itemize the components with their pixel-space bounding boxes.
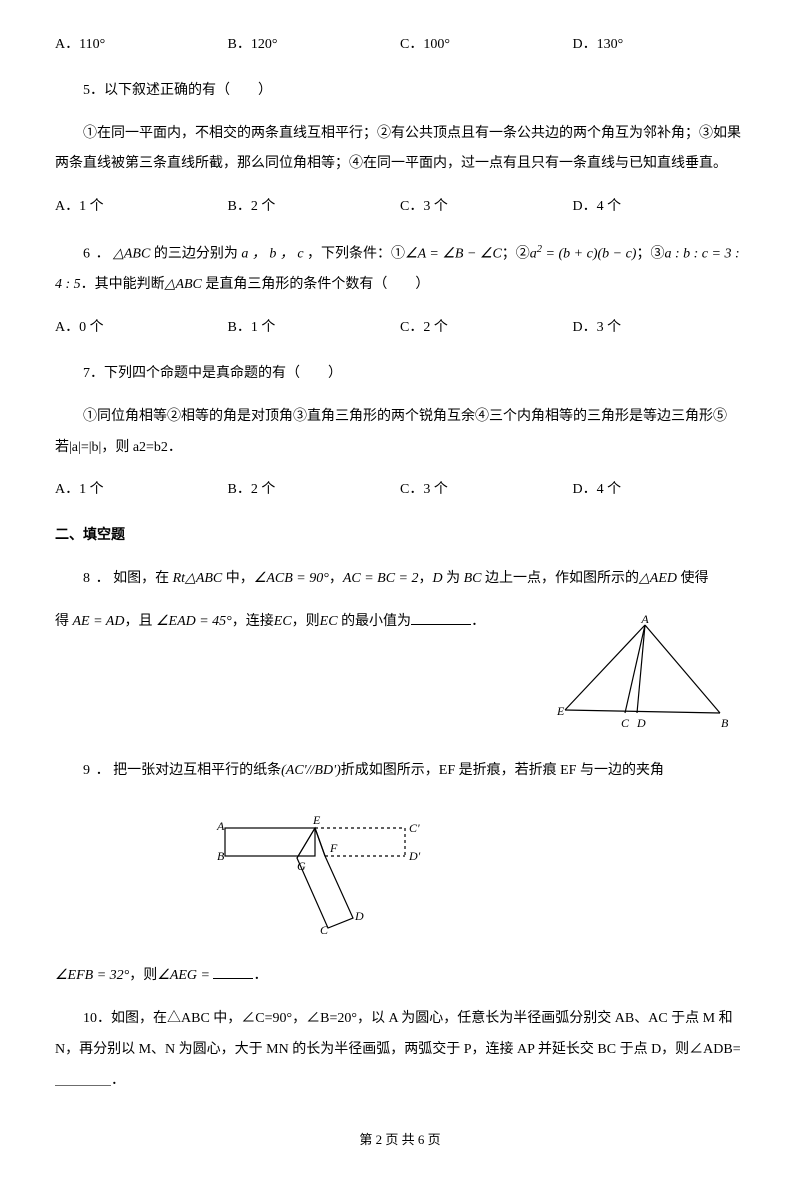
fig8-A: A [640, 615, 649, 626]
fig9-Cp: C' [409, 821, 420, 835]
fig8-C: C [621, 716, 630, 730]
fig9-F: F [329, 841, 338, 855]
q6-p1: 的三边分别为 [150, 247, 241, 262]
q8-p4: 边上一点，作如图所示的 [482, 571, 640, 586]
q8-p3: 为 [443, 571, 464, 586]
q5-c: C．3 个 [400, 192, 573, 223]
q6-c2-lhs: a [530, 247, 537, 262]
q4-options: A．110° B．120° C．100° D．130° [55, 30, 745, 61]
q5-a: A．1 个 [55, 192, 228, 223]
q4-a: A．110° [55, 30, 228, 61]
q8-c1: ， [329, 571, 343, 586]
q9-blank [213, 965, 253, 979]
fig9-A: A [216, 819, 225, 833]
q9-figure: A B E F G C' D' D C [205, 808, 435, 951]
fig9-C: C [320, 923, 329, 937]
q8-p7: ，连接 [232, 614, 274, 629]
q7-b: B．2 个 [228, 475, 401, 506]
q8-acbc: AC = BC = 2 [343, 571, 419, 586]
q9-num: 9 [83, 763, 96, 778]
q7-a: A．1 个 [55, 475, 228, 506]
q4-c: C．100° [400, 30, 573, 61]
fig9-D: D [354, 909, 364, 923]
q8-aead: AE = AD [73, 614, 125, 629]
q7-title: 7．下列四个命题中是真命题的有（ ） [55, 359, 745, 390]
q6-c1: ∠A = ∠B − ∠C [405, 247, 502, 262]
q6-dot: ． [96, 247, 110, 262]
q4-d: D．130° [573, 30, 746, 61]
q6-s2: ；③ [636, 247, 664, 262]
q9-dot: ． [96, 763, 110, 778]
q8-ead: ∠EAD = 45° [156, 614, 232, 629]
q6-abc: a ， b ， c [241, 247, 307, 262]
q8-p1: 如图，在 [110, 571, 173, 586]
q6-tri1: △ABC [113, 247, 150, 262]
fig8-D: D [636, 716, 646, 730]
q6-a: A．0 个 [55, 313, 228, 344]
q8-p10: ． [471, 614, 485, 629]
q6-num: 6 [83, 247, 96, 262]
q8-d: D [433, 571, 443, 586]
q8-p9: 的最小值为 [338, 614, 412, 629]
page-footer: 第 2 页 共 6 页 [55, 1126, 745, 1155]
q6-p2: ，下列条件：① [307, 247, 405, 262]
q6-c: C．2 个 [400, 313, 573, 344]
q7-body: ①同位角相等②相等的角是对顶角③直角三角形的两个锐角互余④三个内角相等的三角形是… [55, 402, 745, 464]
q5-title: 5．以下叙述正确的有（ ） [55, 76, 745, 107]
q8-c2: ， [419, 571, 433, 586]
q5-d: D．4 个 [573, 192, 746, 223]
q6-options: A．0 个 B．1 个 C．2 个 D．3 个 [55, 313, 745, 344]
q8-figure: A E C D B [545, 615, 735, 748]
q6-p3: ．其中能判断 [81, 277, 165, 292]
q6-paren: （ ） [373, 277, 429, 292]
q5-b: B．2 个 [228, 192, 401, 223]
q8-p2: 中， [222, 571, 254, 586]
q8-line1: 8． 如图，在 Rt△ABC 中，∠ACB = 90°，AC = BC = 2，… [55, 564, 745, 595]
q6-c2-rhs: = (b + c)(b − c) [542, 247, 636, 262]
q9-p4: ． [253, 968, 267, 983]
q9-p2: 折成如图所示，EF 是折痕，若折痕 EF 与一边的夹角 [341, 763, 664, 778]
q5-body: ①在同一平面内，不相交的两条直线互相平行；②有公共顶点且有一条公共边的两个角互为… [55, 119, 745, 181]
fig9-B: B [217, 849, 225, 863]
q6-p4: 是直角三角形的条件个数有 [202, 277, 374, 292]
q9-aeg: ∠AEG = [157, 968, 213, 983]
q9-line1: 9． 把一张对边互相平行的纸条(AC'//BD')折成如图所示，EF 是折痕，若… [55, 756, 745, 787]
q8-dot: ． [96, 571, 110, 586]
q8-p8: ，则 [292, 614, 320, 629]
q6-b: B．1 个 [228, 313, 401, 344]
q8-bc: BC [464, 571, 482, 586]
q8-ec: EC [274, 614, 292, 629]
q8-blank [411, 611, 471, 625]
q8-num: 8 [83, 571, 96, 586]
q6-body: 6． △ABC 的三边分别为 a ， b ， c ，下列条件：①∠A = ∠B … [55, 238, 745, 301]
q7-d: D．4 个 [573, 475, 746, 506]
q7-c: C．3 个 [400, 475, 573, 506]
q8-ec2: EC [320, 614, 338, 629]
q6-s1: ；② [502, 247, 530, 262]
q9-line2: ∠EFB = 32°，则∠AEG = ． [55, 961, 745, 992]
fig8-B: B [721, 716, 729, 730]
q8-p5b: 得 [55, 614, 73, 629]
q8-rt: Rt△ABC [173, 571, 223, 586]
fig9-G: G [297, 859, 306, 873]
q8-p6: ，且 [124, 614, 156, 629]
section-2-title: 二、填空题 [55, 521, 745, 552]
q6-tri2: △ABC [165, 277, 202, 292]
q6-d: D．3 个 [573, 313, 746, 344]
q9-p1: 把一张对边互相平行的纸条 [110, 763, 282, 778]
q8-container: 8． 如图，在 Rt△ABC 中，∠ACB = 90°，AC = BC = 2，… [55, 564, 745, 756]
q9-p3: ，则 [129, 968, 157, 983]
q9-paren: (AC'//BD') [281, 763, 341, 778]
fig8-E: E [556, 704, 565, 718]
q10-body: 10．如图，在△ABC 中，∠C=90°，∠B=20°，以 A 为圆心，任意长为… [55, 1004, 745, 1096]
q5-options: A．1 个 B．2 个 C．3 个 D．4 个 [55, 192, 745, 223]
q8-ang: ∠ACB = 90° [254, 571, 329, 586]
fig9-E: E [312, 813, 321, 827]
q8-aed: △AED [639, 571, 677, 586]
q4-b: B．120° [228, 30, 401, 61]
fig9-Dp: D' [408, 849, 421, 863]
q8-p5: 使得 [677, 571, 709, 586]
q7-options: A．1 个 B．2 个 C．3 个 D．4 个 [55, 475, 745, 506]
q9-efb: ∠EFB = 32° [55, 968, 129, 983]
